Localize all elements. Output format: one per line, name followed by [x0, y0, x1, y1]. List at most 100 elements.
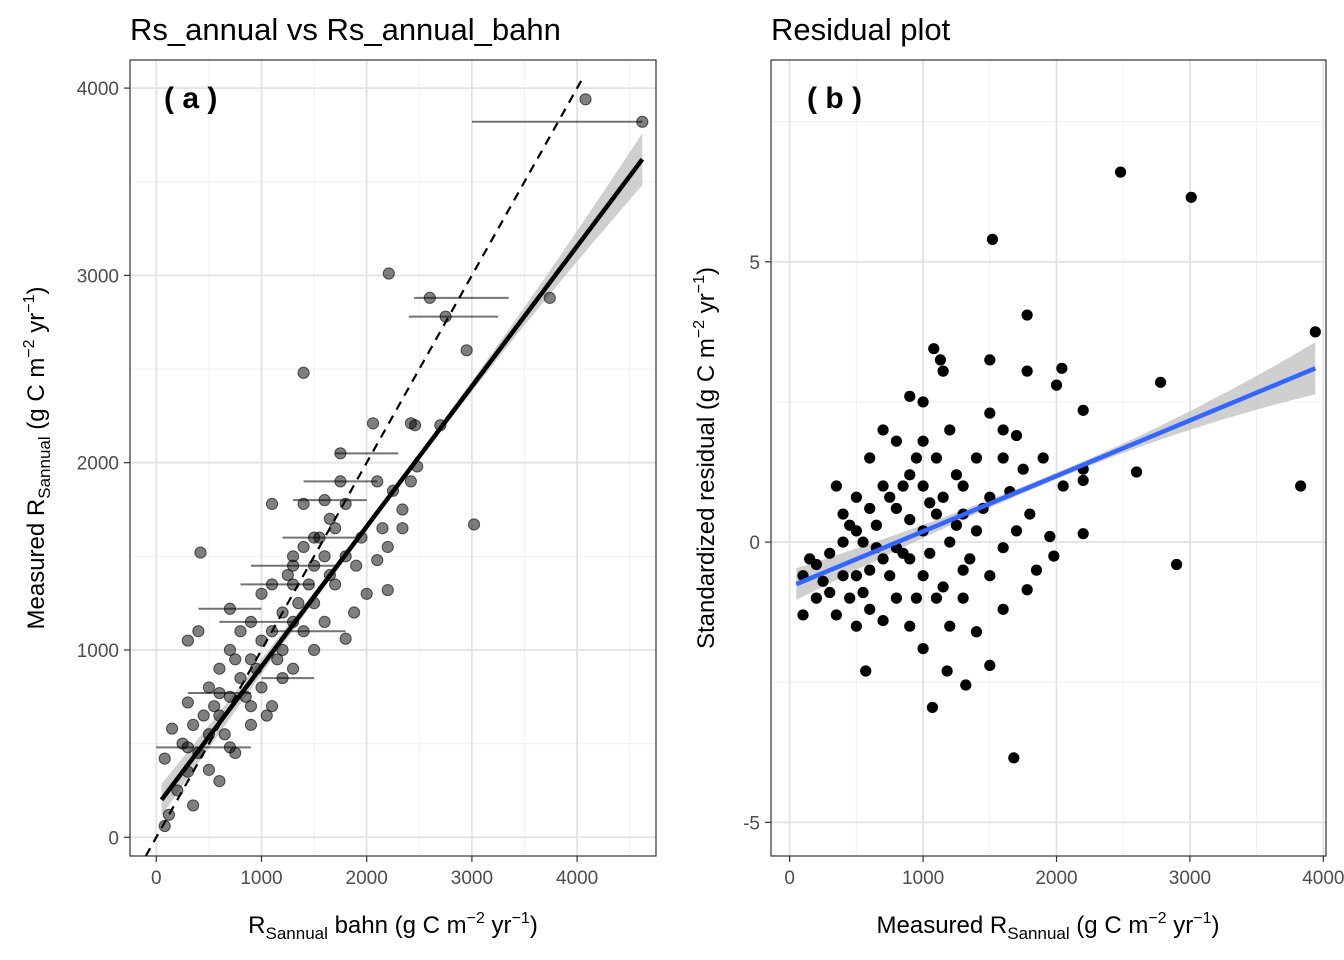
- data-point: [213, 774, 226, 788]
- y-tick-label: 1000: [77, 641, 119, 662]
- data-point: [260, 709, 273, 722]
- chart-title-a: Rs_annual vs Rs_annual_bahn: [130, 12, 561, 47]
- data-point: [223, 643, 237, 657]
- x-title-b-sup2: −1: [1193, 910, 1211, 927]
- data-point: [165, 722, 179, 735]
- x-title-a-main: R: [248, 912, 265, 939]
- data-point: [984, 407, 996, 419]
- x-tick-label: 4000: [556, 868, 598, 889]
- x-tick-label: 0: [151, 868, 162, 889]
- data-point: [636, 115, 649, 128]
- data-point: [837, 536, 849, 548]
- data-point: [844, 519, 856, 531]
- plot-border-b: [770, 59, 1327, 857]
- data-point: [371, 475, 384, 488]
- data-point: [1057, 480, 1069, 492]
- data-point: [904, 620, 916, 632]
- data-point: [423, 291, 436, 304]
- data-point: [318, 550, 331, 563]
- y-tick-label: 4000: [77, 79, 119, 100]
- data-point: [1021, 365, 1033, 377]
- grid-a: [130, 60, 656, 856]
- data-point: [810, 592, 822, 604]
- data-point: [884, 570, 896, 582]
- data-point: [381, 540, 394, 554]
- x-tick-label: 3000: [451, 868, 493, 889]
- data-point: [223, 602, 237, 615]
- x-title-a-sup1: −2: [467, 910, 485, 927]
- y-axis-title-b: Standardized residual (g C m−2 yr−1): [691, 267, 720, 649]
- data-point: [1024, 508, 1036, 520]
- data-point: [181, 696, 194, 709]
- data-point: [917, 435, 929, 447]
- y-axis-title-a: Measured RSannual (g C m−2 yr−1): [21, 287, 54, 630]
- data-point: [334, 475, 347, 488]
- data-point: [997, 452, 1009, 464]
- y-tick-label: 3000: [77, 266, 119, 287]
- data-point: [917, 480, 929, 492]
- data-point: [213, 686, 226, 700]
- x-title-b-sub: Sannual: [1007, 924, 1069, 943]
- data-point: [244, 615, 258, 628]
- y-title-a-sup1: −2: [21, 339, 38, 357]
- y-title-a-sub: Sannual: [35, 436, 54, 498]
- data-point: [404, 417, 417, 430]
- data-point: [265, 497, 279, 510]
- y-tick-label: 0: [108, 828, 119, 849]
- data-point: [1050, 379, 1063, 391]
- data-point: [194, 546, 207, 559]
- data-point: [910, 452, 923, 464]
- data-point: [223, 741, 237, 754]
- regression-line: [795, 366, 1317, 587]
- data-point: [830, 480, 842, 492]
- y-title-b-sup1: −2: [691, 320, 708, 338]
- data-point: [181, 634, 194, 647]
- x-ticks-b: 0 1000 2000 3000 4000: [784, 856, 1344, 889]
- data-point: [234, 625, 247, 638]
- data-point: [864, 603, 876, 615]
- x-title-a-sub: Sannual: [266, 924, 328, 943]
- data-point: [964, 553, 976, 565]
- y-title-a-rest: (g C m: [23, 358, 50, 437]
- x-tick-label: 2000: [1035, 868, 1077, 889]
- data-point: [864, 452, 876, 464]
- y-title-a-sup2: −1: [21, 294, 38, 312]
- data-point: [850, 620, 862, 632]
- data-point: [396, 503, 409, 516]
- data-point: [877, 553, 889, 565]
- data-point: [381, 583, 394, 597]
- data-point: [334, 447, 347, 460]
- data-point: [950, 469, 963, 481]
- data-point: [830, 609, 842, 621]
- data-point: [850, 570, 862, 582]
- data-point: [202, 681, 215, 694]
- data-point: [297, 625, 310, 638]
- y-title-b-main: Standardized residual (g C m: [693, 338, 720, 649]
- data-point: [864, 564, 876, 576]
- data-point: [347, 606, 361, 619]
- data-point: [1077, 528, 1089, 540]
- data-point: [1048, 550, 1060, 562]
- data-point: [857, 586, 869, 599]
- data-point: [797, 609, 809, 621]
- x-tick-label: 0: [784, 868, 795, 889]
- x-title-a-rest: bahn (g C m: [328, 912, 467, 939]
- data-point: [904, 469, 916, 481]
- data-point: [404, 475, 417, 488]
- data-point: [460, 344, 473, 357]
- data-point: [360, 587, 373, 600]
- x-tick-label: 1000: [240, 868, 282, 889]
- data-point: [265, 578, 279, 591]
- data-point: [1017, 463, 1029, 475]
- data-point: [864, 502, 876, 515]
- data-point: [941, 665, 953, 677]
- data-point: [937, 491, 949, 503]
- data-point: [318, 615, 331, 628]
- y-ticks-b: -5 0 5: [743, 253, 771, 834]
- plot-border-a: [129, 59, 657, 857]
- data-point: [181, 741, 194, 754]
- x-title-b-sup1: −2: [1148, 910, 1166, 927]
- data-point: [244, 700, 258, 713]
- data-point: [890, 502, 903, 515]
